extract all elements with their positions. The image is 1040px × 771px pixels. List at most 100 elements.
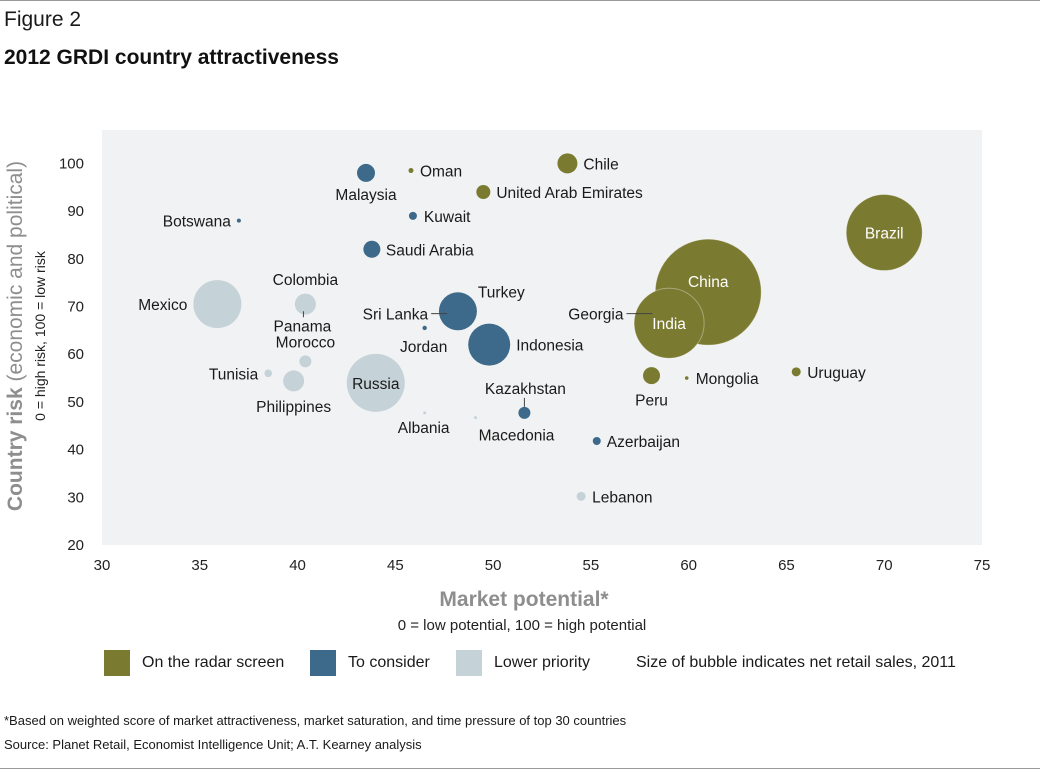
- y-axis-title: Country risk (economic and political): [4, 161, 27, 511]
- legend-label-lower: Lower priority: [494, 654, 591, 671]
- bottom-rule: [0, 768, 1040, 769]
- x-tick-label: 45: [387, 557, 404, 574]
- source-note: Source: Planet Retail, Economist Intelli…: [4, 737, 422, 752]
- bubble-label-uruguay: Uruguay: [807, 365, 866, 382]
- bubble-label-sri-lanka: Sri Lanka: [363, 307, 429, 324]
- y-tick-label: 100: [59, 155, 84, 172]
- bubble-jordan: [422, 325, 427, 331]
- bubble-uruguay: [791, 367, 801, 377]
- bubble-label-china: China: [688, 274, 729, 291]
- bubble-kuwait: [408, 211, 417, 220]
- bubble-mexico: [193, 280, 242, 329]
- y-tick-label: 90: [67, 203, 84, 220]
- x-axis-title: Market potential*: [439, 588, 609, 611]
- bubble-malaysia: [357, 163, 375, 182]
- legend-item-lower: Lower priority: [456, 650, 590, 676]
- bubble-label-saudi-arabia: Saudi Arabia: [386, 242, 474, 259]
- x-tick-label: 60: [680, 557, 697, 574]
- plot-area: [102, 130, 982, 545]
- bubble-label-lebanon: Lebanon: [592, 489, 652, 506]
- bubble-chart: 20 30 40 50 60 70 80 90 100 30 35 40 45 50 55 60 65 70 75 M…: [4, 130, 991, 634]
- bubble-label-botswana: Botswana: [163, 214, 231, 231]
- bubble-united-arab-emirates: [476, 185, 491, 200]
- bubble-label-kuwait: Kuwait: [424, 209, 471, 226]
- legend-item-consider: To consider: [310, 650, 430, 676]
- bubble-india: [633, 287, 705, 359]
- legend-swatch-radar: [104, 650, 130, 676]
- x-tick-label: 50: [485, 557, 502, 574]
- y-tick-label: 80: [67, 251, 84, 268]
- y-tick-label: 30: [67, 489, 84, 506]
- bubble-brazil: [845, 194, 923, 272]
- y-axis-subtitle: 0 = high risk, 100 = low risk: [32, 250, 48, 421]
- legend-label-consider: To consider: [348, 654, 430, 671]
- bubble-macedonia: [474, 416, 478, 420]
- x-tick-label: 70: [876, 557, 893, 574]
- y-axis-title-suffix: (economic and political): [4, 161, 27, 387]
- bubble-label-jordan: Jordan: [400, 339, 447, 356]
- chart-title: 2012 GRDI country attractiveness: [4, 46, 339, 69]
- bubble-albania: [423, 411, 427, 415]
- y-tick-label: 50: [67, 394, 84, 411]
- bubble-peru: [643, 367, 661, 385]
- top-rule: [0, 0, 1040, 1]
- bubble-kazakhstan: [518, 406, 531, 419]
- legend-size-note: Size of bubble indicates net retail sale…: [636, 650, 956, 676]
- bubble-colombia: [294, 293, 316, 315]
- bubble-label-oman: Oman: [420, 164, 462, 181]
- bubble-label-india: India: [652, 316, 686, 333]
- bubble-chile: [557, 153, 578, 174]
- legend-swatch-consider: [310, 650, 336, 676]
- y-axis-title-main: Country risk: [4, 387, 27, 511]
- bubble-philippines: [283, 370, 305, 392]
- legend-swatch-lower: [456, 650, 482, 676]
- bubble-label-malaysia: Malaysia: [335, 187, 397, 204]
- bubble-azerbaijan: [592, 437, 601, 446]
- x-tick-label: 75: [974, 557, 991, 574]
- bubble-label-chile: Chile: [583, 156, 618, 173]
- bubble-label-peru: Peru: [635, 393, 668, 410]
- bubble-label-tunisia: Tunisia: [209, 366, 259, 383]
- y-tick-label: 20: [67, 537, 84, 554]
- bubble-label-panama: Panama: [274, 318, 332, 335]
- bubble-indonesia: [468, 323, 511, 366]
- bubble-russia: [346, 353, 405, 412]
- bubble-label-united-arab-emirates: United Arab Emirates: [496, 185, 643, 202]
- bubble-morocco: [299, 355, 312, 368]
- bubble-georgia: [651, 311, 656, 316]
- bubble-label-brazil: Brazil: [865, 226, 904, 243]
- bubble-label-russia: Russia: [352, 376, 400, 393]
- x-tick-label: 35: [191, 557, 208, 574]
- bubble-oman: [408, 168, 414, 174]
- bubble-label-colombia: Colombia: [273, 272, 339, 289]
- x-tick-label: 65: [778, 557, 795, 574]
- bubble-label-turkey: Turkey: [478, 284, 525, 301]
- bubble-mongolia: [684, 376, 689, 380]
- y-tick-label: 70: [67, 298, 84, 315]
- x-tick-label: 55: [583, 557, 600, 574]
- bubble-label-albania: Albania: [398, 420, 450, 437]
- bubble-sri-lanka: [446, 311, 451, 316]
- bubble-label-indonesia: Indonesia: [516, 338, 584, 355]
- bubble-tunisia: [264, 369, 273, 378]
- y-tick-label: 60: [67, 346, 84, 363]
- bubble-label-kazakhstan: Kazakhstan: [485, 381, 566, 398]
- legend-size-note-text: Size of bubble indicates net retail sale…: [636, 654, 956, 671]
- legend-label-radar: On the radar screen: [142, 654, 285, 671]
- x-tick-label: 30: [94, 557, 111, 574]
- bubble-label-philippines: Philippines: [256, 399, 331, 416]
- bubble-label-georgia: Georgia: [568, 307, 624, 324]
- figure-label: Figure 2: [4, 8, 82, 31]
- x-tick-label: 40: [289, 557, 306, 574]
- x-axis-subtitle: 0 = low potential, 100 = high potential: [398, 617, 647, 634]
- bubble-lebanon: [576, 491, 586, 501]
- bubble-label-macedonia: Macedonia: [479, 428, 555, 445]
- bubble-saudi-arabia: [363, 240, 381, 258]
- bubble-turkey: [438, 292, 477, 331]
- legend-item-radar: On the radar screen: [104, 650, 284, 676]
- bubble-label-mexico: Mexico: [138, 297, 187, 314]
- bubble-label-morocco: Morocco: [276, 334, 335, 351]
- bubble-label-mongolia: Mongolia: [696, 371, 759, 388]
- y-tick-label: 40: [67, 442, 84, 459]
- footnote: *Based on weighted score of market attra…: [4, 713, 627, 728]
